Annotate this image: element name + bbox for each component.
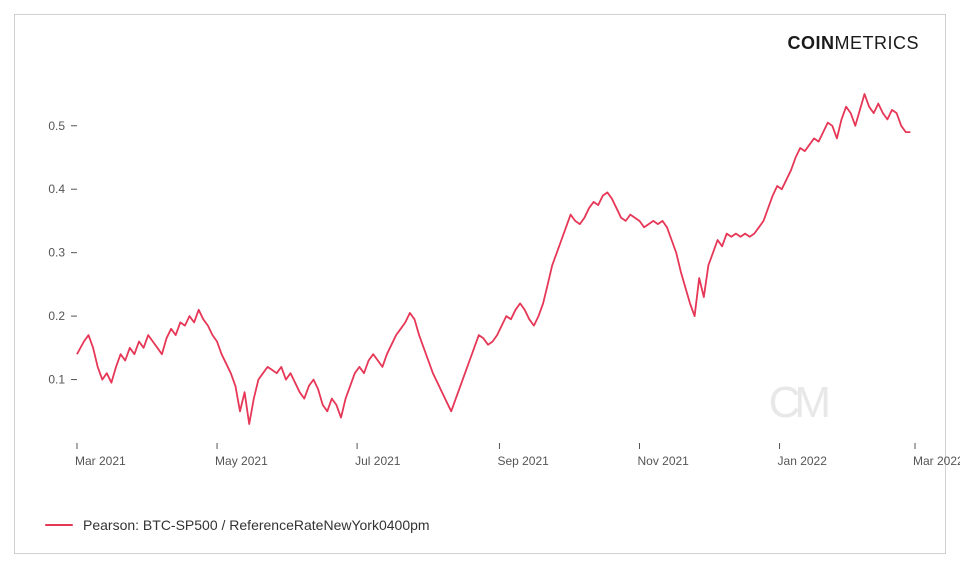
y-tick-label: 0.4 bbox=[48, 182, 65, 196]
x-tick-label: Mar 2021 bbox=[75, 454, 126, 468]
y-tick-label: 0.5 bbox=[48, 119, 65, 133]
x-tick-label: Nov 2021 bbox=[637, 454, 689, 468]
x-tick-label: Jan 2022 bbox=[778, 454, 828, 468]
x-tick-label: Sep 2021 bbox=[497, 454, 549, 468]
legend-label: Pearson: BTC-SP500 / ReferenceRateNewYor… bbox=[83, 517, 430, 533]
y-tick-label: 0.3 bbox=[48, 246, 65, 260]
logo-bold: COIN bbox=[788, 33, 835, 53]
chart-container: COINMETRICS CM 0.10.20.30.40.5 Mar 2021M… bbox=[14, 14, 946, 554]
plot-svg: 0.10.20.30.40.5 Mar 2021May 2021Jul 2021… bbox=[77, 75, 915, 443]
x-tick-label: Mar 2022 bbox=[913, 454, 960, 468]
brand-logo: COINMETRICS bbox=[788, 33, 920, 54]
logo-light: METRICS bbox=[835, 33, 920, 53]
plot-area: 0.10.20.30.40.5 Mar 2021May 2021Jul 2021… bbox=[77, 75, 915, 443]
x-axis: Mar 2021 May 2021 Jul 2021 Sep 2021 Nov 2021… bbox=[75, 443, 960, 468]
y-axis: 0.1 0.2 0.3 0.4 0.5 bbox=[48, 119, 77, 387]
x-tick-label: Jul 2021 bbox=[355, 454, 401, 468]
x-tick-label: May 2021 bbox=[215, 454, 268, 468]
series-line bbox=[77, 94, 910, 424]
y-tick-label: 0.1 bbox=[48, 373, 65, 387]
legend: Pearson: BTC-SP500 / ReferenceRateNewYor… bbox=[45, 517, 430, 533]
y-tick-label: 0.2 bbox=[48, 309, 65, 323]
legend-swatch bbox=[45, 524, 73, 527]
